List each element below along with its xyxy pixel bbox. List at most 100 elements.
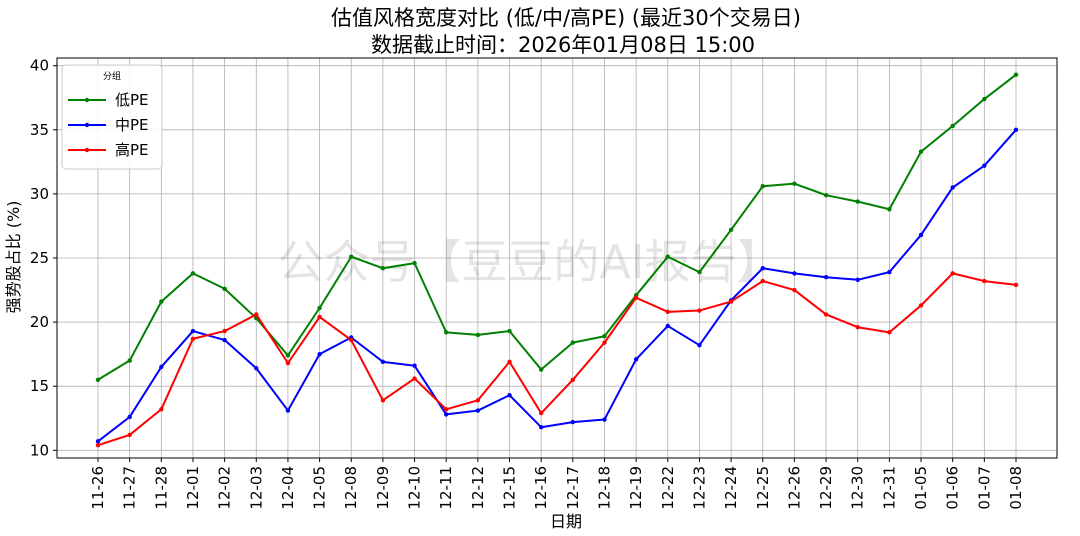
data-point [602, 334, 607, 339]
legend-marker [84, 147, 90, 153]
x-tick-label: 12-24 [722, 466, 740, 510]
data-point [222, 337, 227, 343]
data-point [380, 266, 386, 271]
data-point [918, 303, 924, 308]
data-point [697, 269, 702, 275]
x-tick-label: 11-27 [121, 466, 139, 510]
data-point [570, 377, 576, 382]
data-point [1013, 282, 1019, 288]
data-point [285, 353, 291, 358]
x-tick-label: 12-31 [880, 466, 898, 510]
data-point [507, 328, 512, 334]
data-point [317, 351, 322, 357]
data-point [475, 408, 481, 413]
x-tick-label: 12-01 [184, 466, 202, 510]
chart-title: 估值风格宽度对比 (低/中/高PE) (最近30个交易日) [331, 6, 801, 30]
x-tick-label: 11-28 [152, 466, 170, 510]
data-point [823, 275, 829, 280]
data-point [570, 419, 576, 425]
data-point [380, 359, 386, 365]
x-tick-label: 12-04 [279, 466, 297, 510]
data-point [444, 407, 449, 412]
data-point [222, 328, 227, 334]
data-point [538, 410, 544, 416]
data-point [950, 185, 955, 190]
x-tick-label: 12-19 [627, 466, 645, 510]
x-tick-label: 01-08 [1007, 466, 1025, 510]
x-tick-label: 12-25 [754, 466, 772, 510]
data-point [95, 377, 101, 382]
data-point [444, 412, 449, 417]
data-point [444, 330, 449, 335]
data-point [602, 417, 607, 422]
data-point [317, 314, 322, 320]
data-point [222, 286, 227, 291]
data-point [412, 260, 417, 266]
data-point [349, 254, 354, 259]
data-point [190, 271, 196, 276]
data-point [538, 425, 544, 430]
data-point [190, 336, 196, 341]
data-point [602, 340, 607, 345]
data-point [570, 340, 576, 345]
data-point [159, 299, 164, 304]
data-point [254, 312, 259, 317]
series-line [97, 129, 1017, 443]
x-tick-label: 12-03 [247, 466, 265, 510]
data-point [982, 96, 987, 102]
data-point [349, 337, 354, 343]
legend-label: 低PE [115, 91, 149, 109]
data-point [823, 192, 829, 198]
data-point [317, 305, 322, 311]
data-point [792, 287, 797, 293]
data-point [127, 414, 132, 420]
grid-lines [57, 58, 1057, 458]
data-point [982, 163, 987, 168]
data-point [982, 278, 987, 284]
y-tick-label: 40 [30, 57, 49, 75]
series-line [97, 73, 1017, 381]
data-point [475, 332, 481, 338]
x-tick-label: 12-30 [849, 466, 867, 510]
x-tick-label: 12-08 [342, 466, 360, 510]
legend-label: 中PE [115, 116, 149, 134]
y-tick-label: 30 [30, 185, 49, 203]
data-point [380, 398, 386, 403]
data-point [918, 149, 924, 154]
data-point [918, 232, 924, 238]
x-tick-label: 12-29 [817, 466, 835, 510]
data-point [665, 309, 670, 315]
legend-label: 高PE [115, 141, 149, 159]
x-tick-label: 12-15 [501, 466, 519, 510]
data-point [665, 254, 670, 259]
data-point [823, 312, 829, 317]
data-point [1013, 72, 1019, 77]
x-tick-label: 12-11 [437, 466, 455, 510]
data-point [792, 181, 797, 186]
data-point [475, 398, 481, 403]
data-point [285, 408, 291, 413]
series-group [95, 72, 1019, 382]
data-point [254, 366, 259, 371]
data-point [285, 360, 291, 366]
y-tick-label: 25 [30, 249, 49, 267]
x-tick-label: 12-22 [659, 466, 677, 510]
y-tick-label: 15 [30, 377, 49, 395]
series-line [97, 272, 1017, 447]
data-point [159, 407, 164, 412]
data-point [855, 199, 860, 204]
data-point [538, 367, 544, 372]
data-point [95, 442, 101, 448]
data-point [633, 357, 639, 362]
data-point [190, 328, 196, 334]
data-point [855, 325, 860, 330]
data-point [127, 432, 132, 438]
x-tick-label: 12-26 [785, 466, 803, 510]
data-point [760, 266, 765, 271]
x-tick-label: 11-26 [89, 466, 107, 510]
data-point [887, 330, 892, 335]
data-point [728, 299, 734, 304]
data-point [950, 271, 955, 276]
x-tick-label: 12-12 [469, 466, 487, 510]
